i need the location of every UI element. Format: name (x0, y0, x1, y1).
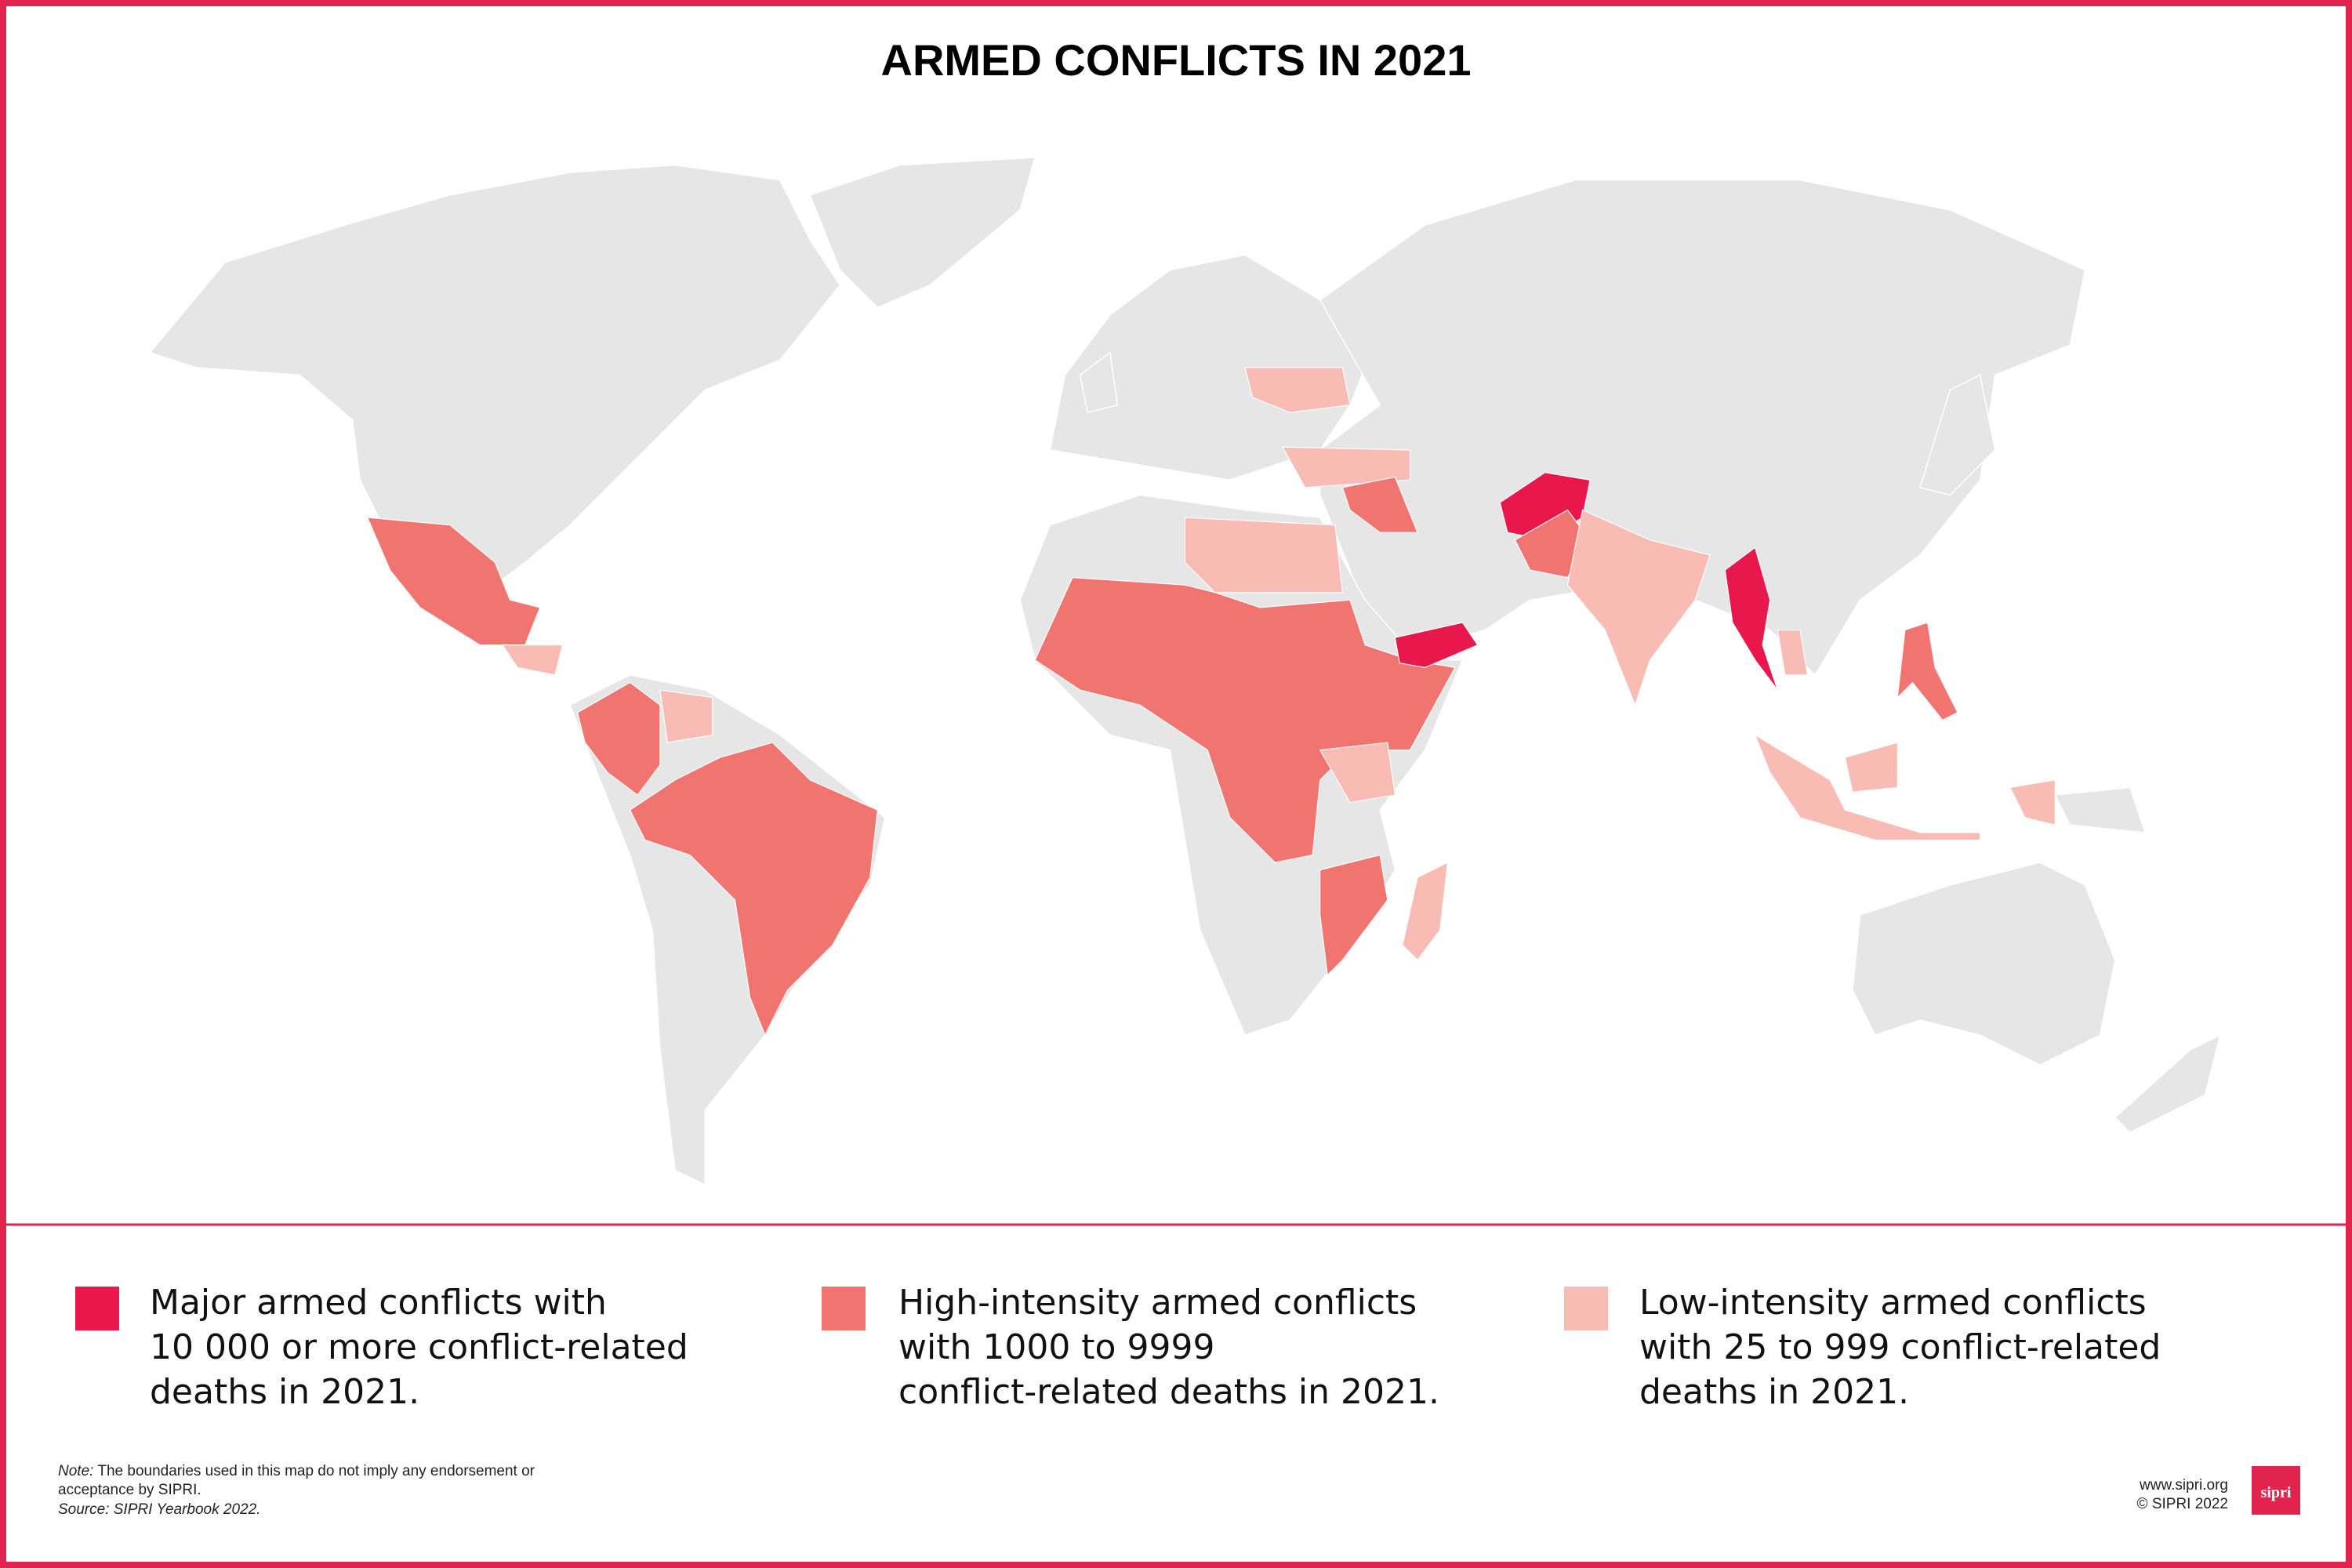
india (1566, 509, 1711, 706)
logo (2252, 1466, 2300, 1515)
papua (2054, 786, 2147, 833)
legend-text: Low-intensity armed conflicts (1639, 1283, 2147, 1323)
legend-text: High-intensity armed conflicts (898, 1283, 1417, 1323)
note-text-2: acceptance by SIPRI. (58, 1482, 201, 1498)
yemen (1394, 622, 1479, 669)
central-america (501, 644, 564, 676)
east-africa (1319, 742, 1396, 804)
legend-text: 10 000 or more conflict-related (150, 1327, 688, 1367)
madagascar (1402, 862, 1449, 961)
legend-text: deaths in 2021. (150, 1372, 419, 1412)
mexico (366, 517, 541, 646)
north-america (149, 164, 841, 631)
colombia (576, 681, 661, 796)
website: www.sipri.org (2139, 1477, 2228, 1494)
greenland (809, 157, 1036, 309)
myanmar (1724, 546, 1778, 691)
philippines (1896, 622, 1958, 721)
legend-text: conflict-related deaths in 2021. (898, 1372, 1439, 1412)
legend-swatch (822, 1287, 866, 1330)
legend-text: with 25 to 999 conflict-related (1639, 1327, 2161, 1367)
libya-egypt (1184, 517, 1344, 593)
title: ARMED CONFLICTS IN 2021 (881, 35, 1472, 85)
uk (1079, 351, 1119, 414)
venezuela (659, 689, 713, 743)
syria-iraq (1341, 476, 1418, 533)
indonesia (1754, 734, 1981, 841)
world-map (149, 157, 2221, 1186)
legend-text: with 1000 to 9999 (898, 1327, 1214, 1367)
west-papua (2009, 779, 2056, 826)
note-text: The boundaries used in this map do not i… (93, 1463, 535, 1479)
legend-swatch (1564, 1287, 1608, 1330)
japan (1919, 374, 1996, 496)
note-label: Note: (58, 1463, 93, 1479)
legend-text: Major armed conflicts with (150, 1283, 607, 1323)
brazil (629, 742, 878, 1036)
turkey (1281, 446, 1411, 488)
legend-text: deaths in 2021. (1639, 1372, 1909, 1412)
legend-swatch (75, 1287, 119, 1330)
australia (1852, 862, 2116, 1066)
ukraine (1244, 367, 1351, 413)
thailand (1777, 630, 1809, 676)
source: Source: SIPRI Yearbook 2022. (58, 1501, 260, 1518)
logo-text: sipri (2261, 1484, 2292, 1501)
borneo (1844, 742, 1898, 793)
new-zealand (2114, 1033, 2221, 1134)
mozambique (1319, 854, 1388, 976)
copyright: © SIPRI 2022 (2137, 1496, 2228, 1512)
note: Note: The boundaries used in this map do… (58, 1463, 535, 1479)
